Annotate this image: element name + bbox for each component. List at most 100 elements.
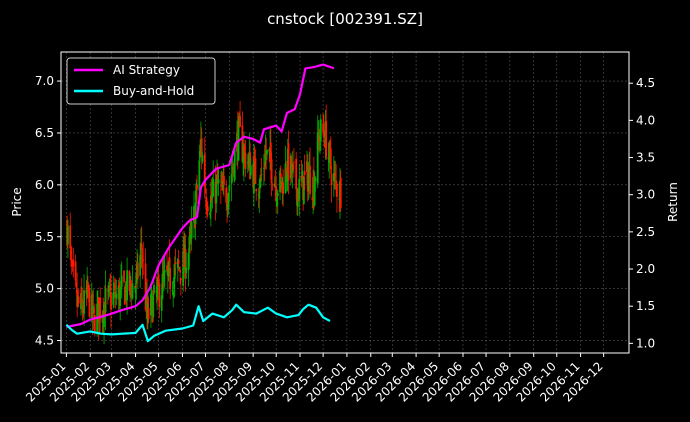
candle-body bbox=[230, 173, 233, 184]
candle-body bbox=[307, 173, 310, 191]
candle-body bbox=[156, 286, 158, 297]
candle-body bbox=[219, 184, 222, 186]
candle-body bbox=[196, 184, 198, 190]
candle-body bbox=[217, 179, 220, 184]
candle-body bbox=[282, 182, 285, 194]
candle-body bbox=[291, 163, 294, 174]
candle-body bbox=[212, 179, 215, 197]
candle-body bbox=[231, 169, 234, 171]
candle-body bbox=[185, 267, 188, 273]
y-axis-right: 1.0 1.5 2.0 2.5 3.0 3.5 4.0 4.5 bbox=[629, 76, 655, 350]
candle-body bbox=[74, 261, 77, 281]
candle-body bbox=[169, 267, 172, 289]
candle-body bbox=[188, 235, 191, 251]
candle-body bbox=[166, 265, 168, 272]
legend-label-buy-and-hold: Buy-and-Hold bbox=[113, 84, 194, 98]
candle-body bbox=[216, 169, 219, 184]
candle-body bbox=[322, 123, 324, 132]
chart-title: cnstock [002391.SZ] bbox=[267, 10, 423, 28]
candle-body bbox=[249, 165, 252, 176]
candle-body bbox=[109, 287, 112, 291]
candle-body bbox=[275, 186, 278, 202]
grid bbox=[61, 52, 629, 353]
candle-body bbox=[314, 177, 317, 182]
candle-body bbox=[319, 119, 322, 142]
y2-tick-label: 2.5 bbox=[636, 225, 655, 239]
candle-body bbox=[110, 292, 112, 310]
candle-body bbox=[88, 287, 91, 317]
y2-tick-label: 4.0 bbox=[636, 113, 655, 127]
candle-body bbox=[254, 158, 257, 185]
candle-body bbox=[173, 267, 176, 279]
candle-body bbox=[205, 197, 208, 208]
candle-body bbox=[136, 262, 139, 279]
candle-body bbox=[266, 149, 268, 155]
candle-body bbox=[336, 183, 338, 197]
candle-body bbox=[237, 116, 240, 161]
candle-body bbox=[80, 287, 83, 303]
candle-body bbox=[255, 189, 258, 192]
candle-body bbox=[279, 170, 281, 193]
candle-body bbox=[270, 159, 273, 184]
candle-body bbox=[160, 295, 163, 311]
candle-body bbox=[269, 142, 272, 163]
candle-body bbox=[140, 244, 143, 250]
candle-body bbox=[93, 308, 95, 310]
candle-body bbox=[243, 146, 246, 151]
candle-body bbox=[264, 151, 267, 166]
candle-body bbox=[302, 176, 305, 204]
candle-body bbox=[75, 282, 78, 288]
candle-body bbox=[182, 250, 185, 286]
y2-tick-label: 3.0 bbox=[636, 188, 655, 202]
candle-body bbox=[258, 192, 261, 199]
candle-body bbox=[194, 202, 197, 225]
candle-body bbox=[152, 295, 155, 318]
candle-body bbox=[163, 271, 165, 282]
candle-body bbox=[81, 305, 84, 313]
candle-body bbox=[153, 285, 155, 294]
candle-body bbox=[87, 285, 90, 287]
candle-body bbox=[228, 185, 231, 192]
y-tick-label: 5.0 bbox=[35, 282, 54, 296]
candle-body bbox=[279, 173, 282, 178]
candle-body bbox=[171, 289, 174, 291]
candle-body bbox=[311, 197, 314, 200]
candle-body bbox=[203, 153, 206, 187]
candle-body bbox=[141, 254, 144, 263]
candle-body bbox=[260, 173, 263, 175]
series-lines bbox=[65, 63, 335, 343]
candle-body bbox=[204, 188, 207, 192]
y2-tick-label: 1.5 bbox=[636, 299, 655, 313]
candle-body bbox=[120, 275, 123, 288]
candle-body bbox=[115, 293, 118, 299]
candle-body bbox=[72, 259, 75, 267]
candle-body bbox=[161, 273, 164, 299]
candle-body bbox=[123, 270, 125, 282]
candlesticks bbox=[66, 101, 342, 345]
candle-body bbox=[134, 287, 137, 293]
candle-body bbox=[223, 175, 225, 185]
candle-body bbox=[113, 286, 116, 288]
candle-body bbox=[70, 251, 72, 254]
candle-body bbox=[303, 171, 306, 175]
candle-body bbox=[198, 160, 201, 191]
candle-body bbox=[209, 195, 212, 212]
candle-body bbox=[274, 184, 277, 186]
y-tick-label: 5.5 bbox=[35, 230, 54, 244]
candle-body bbox=[93, 315, 96, 333]
candle-body bbox=[322, 130, 325, 137]
candle-body bbox=[99, 297, 102, 320]
candle-body bbox=[163, 270, 166, 273]
legend-box bbox=[66, 57, 216, 105]
candle-body bbox=[83, 290, 85, 314]
candle-body bbox=[243, 148, 245, 163]
legend: AI Strategy Buy-and-Hold bbox=[66, 57, 216, 105]
candle-body bbox=[233, 149, 236, 181]
candle-body bbox=[328, 143, 331, 163]
candle-body bbox=[187, 253, 190, 270]
candle-body bbox=[259, 178, 261, 189]
plot-area-frame bbox=[60, 51, 630, 354]
candle-body bbox=[318, 135, 321, 142]
candle-body bbox=[271, 184, 274, 186]
candle-body bbox=[334, 173, 337, 177]
